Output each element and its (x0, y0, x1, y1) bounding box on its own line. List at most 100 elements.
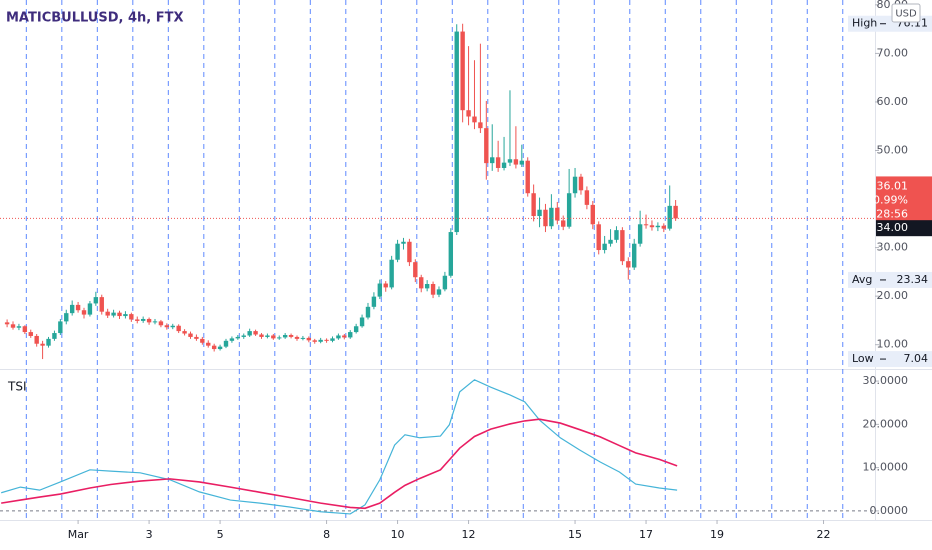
stat-name: Low (852, 352, 874, 365)
currency-label[interactable]: USD (895, 9, 917, 20)
candle-body (359, 317, 365, 327)
candle-body (673, 205, 678, 219)
candle-body (336, 335, 341, 339)
candle-body (223, 340, 229, 347)
chart-title: MATICBULLUSD, 4h, FTX (6, 11, 184, 26)
y-tick-label: 30.00 (877, 241, 909, 254)
stat-value: 23.34 (897, 273, 929, 286)
candle-body (271, 335, 276, 339)
candle-body (28, 332, 33, 336)
candle-body (140, 318, 146, 321)
x-tick-label: 19 (710, 528, 724, 541)
candle-body (52, 333, 57, 339)
candle-body (377, 283, 383, 297)
candle-body (46, 338, 51, 346)
candle-body (34, 335, 39, 344)
candle-body (584, 190, 590, 205)
candle-body (454, 31, 459, 233)
candle-body (507, 159, 513, 163)
candle-body (383, 283, 388, 288)
candle-body (247, 331, 252, 336)
candle-body (265, 335, 270, 337)
stat-name: High (852, 17, 877, 30)
candle-body (430, 284, 436, 295)
candle-body (294, 336, 300, 339)
candle-body (590, 204, 595, 225)
candle-body (419, 277, 424, 289)
y-tick-label: 20.00 (877, 289, 909, 302)
candle-body (620, 230, 625, 262)
candle-body (229, 338, 235, 341)
candle-body (306, 337, 312, 341)
candle-body (111, 312, 116, 316)
candle-body (549, 207, 554, 227)
candle-body (525, 160, 530, 194)
last-price-box (876, 176, 932, 223)
candle-body (217, 346, 223, 350)
y-tick-label: 10.00 (877, 338, 909, 351)
candle-body (608, 239, 613, 244)
candle-body (401, 241, 406, 244)
crosshair-box (876, 220, 932, 237)
candle-body (58, 321, 63, 334)
candle-body (478, 122, 483, 129)
x-tick-label: 5 (217, 528, 224, 541)
candle-body (87, 303, 93, 315)
candle-body (519, 160, 525, 165)
candle-body (413, 262, 418, 278)
stat-box (848, 351, 932, 368)
candle-body (211, 345, 217, 350)
candle-body (64, 313, 69, 322)
y-tick-label: 10.0000 (863, 461, 909, 474)
candle-body (537, 209, 542, 217)
x-tick-label: 15 (568, 528, 582, 541)
candle-body (661, 225, 666, 229)
y-tick-label: 30.0000 (863, 374, 909, 387)
crosshair-label: 34.00 (877, 221, 909, 234)
candle-body (300, 337, 306, 339)
y-tick-label: 0.0000 (870, 504, 909, 517)
candle-body (632, 243, 637, 268)
stat-name: Avg (852, 273, 872, 286)
candle-body (596, 224, 601, 251)
candle-body (188, 333, 193, 337)
candle-body (164, 325, 170, 328)
candle-body (282, 334, 288, 338)
candle-body (389, 259, 394, 288)
candle-body (324, 339, 329, 341)
candle-body (495, 157, 501, 168)
candle-body (16, 326, 22, 328)
candle-body (235, 336, 241, 339)
candle-body (288, 334, 294, 337)
candle-body (4, 322, 10, 325)
candle-body (348, 332, 353, 338)
candle-body (105, 311, 110, 316)
candle-body (318, 339, 323, 342)
candle-body (81, 310, 87, 315)
candle-body (395, 243, 400, 260)
countdown: 02:28:56 (859, 207, 908, 220)
candle-body (436, 289, 442, 295)
candle-body (466, 110, 471, 117)
last-price-change: 160.99% (859, 193, 908, 206)
candle-body (330, 338, 335, 341)
candle-body (484, 128, 489, 164)
candle-body (93, 297, 99, 304)
y-tick-label: 50.00 (877, 144, 909, 157)
candle-body (117, 312, 122, 317)
candle-body (152, 321, 158, 323)
candle-body (655, 225, 661, 228)
candle-body (637, 224, 643, 244)
candle-body (371, 296, 377, 307)
candle-body (200, 338, 205, 343)
candle-body (241, 335, 246, 337)
candle-body (22, 326, 28, 333)
currency-badge[interactable] (891, 3, 921, 23)
candle-body (365, 306, 371, 318)
candle-body (129, 314, 134, 320)
candle-body (40, 343, 45, 346)
candle-body (342, 335, 347, 338)
tsi-line (1, 379, 678, 515)
